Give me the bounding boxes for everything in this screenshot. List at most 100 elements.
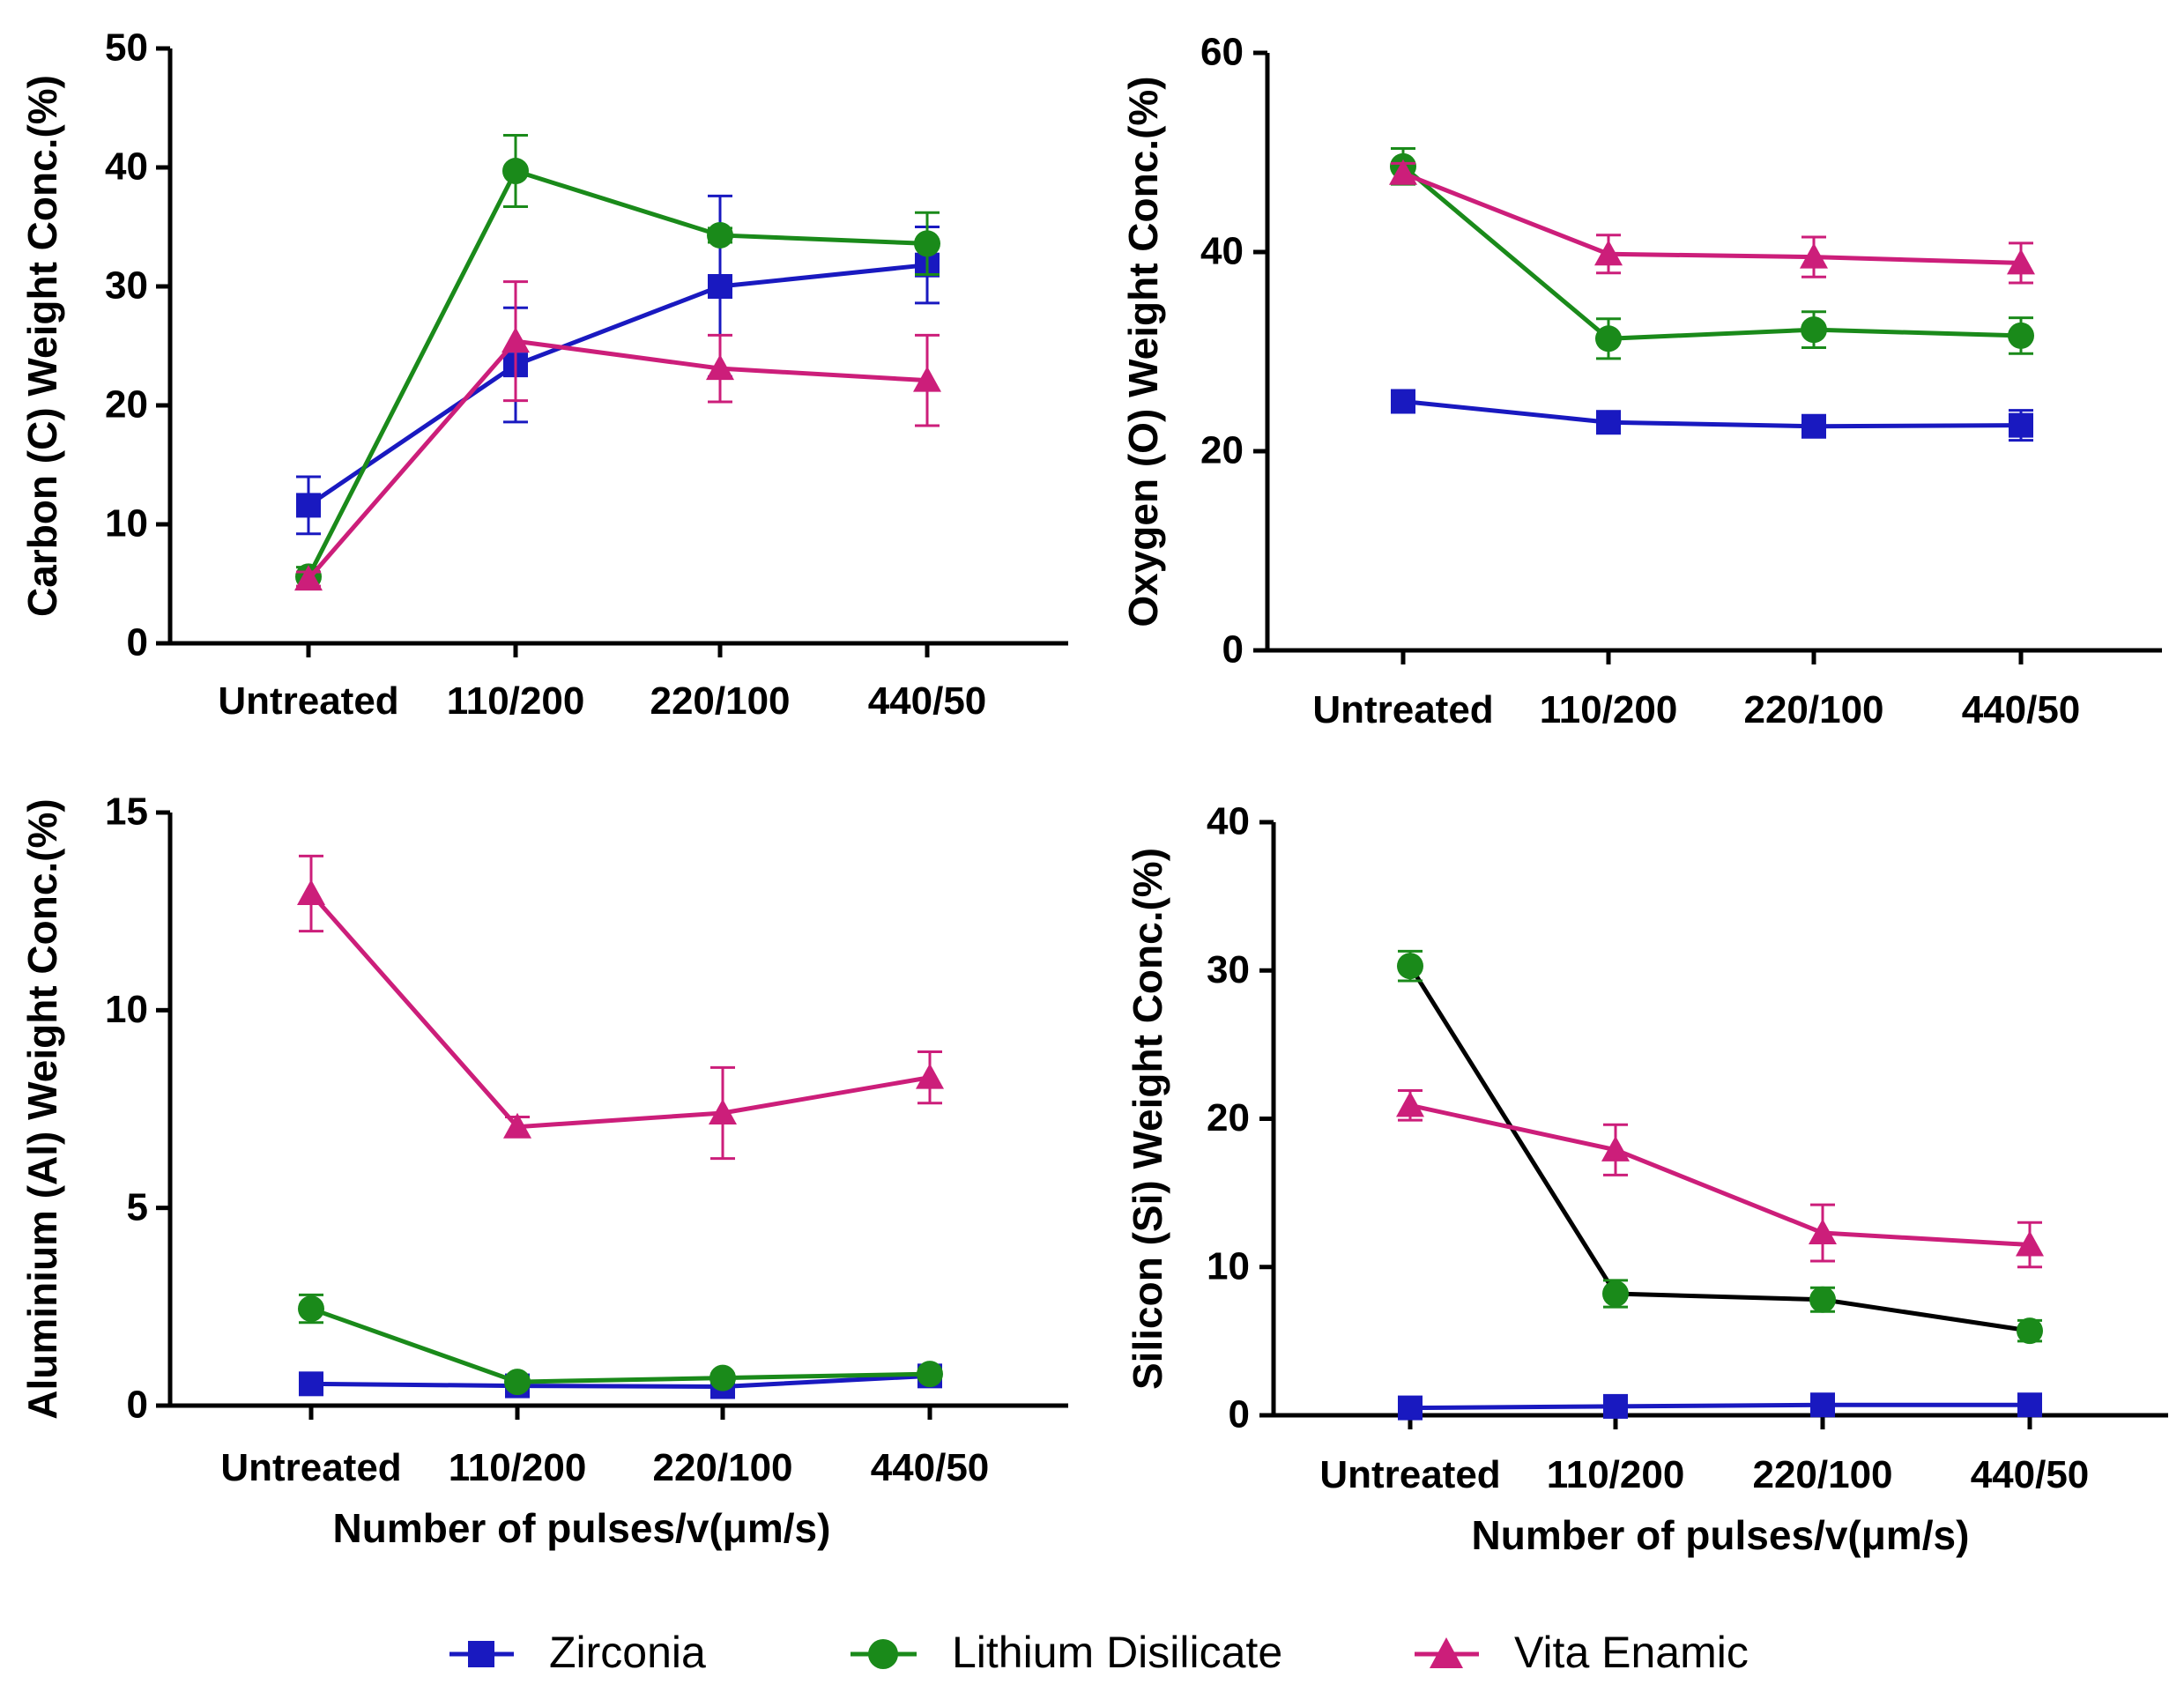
x-tick-label: 110/200 (1540, 688, 1678, 731)
x-tick-label: Untreated (1312, 688, 1493, 731)
y-tick-label: 0 (127, 1384, 148, 1427)
y-tick-label: 0 (127, 621, 148, 664)
x-tick-label: 110/200 (1547, 1453, 1685, 1496)
legend-item-zirconia: Zirconia (449, 1628, 706, 1677)
series-vita-enamic (1396, 1089, 2044, 1269)
data-point-triangle (709, 1098, 737, 1124)
y-tick-label: 20 (105, 383, 148, 427)
data-point-triangle (294, 565, 323, 591)
legend-item-lithium-disilicate: Lithium Disilicate (851, 1628, 1282, 1677)
data-point-square (299, 1371, 323, 1397)
legend-item-vita-enamic: Vita Enamic (1415, 1628, 1749, 1677)
legend-label-zirconia: Zirconia (549, 1628, 706, 1677)
data-point-triangle (1389, 159, 1417, 185)
y-tick-label: 40 (1200, 230, 1244, 273)
x-tick-label: 110/200 (449, 1446, 587, 1489)
y-axis-title: Carbon (C) Weight Conc.(%) (19, 75, 65, 617)
data-point-triangle (913, 366, 941, 392)
data-point-circle (914, 230, 940, 257)
x-tick-label: 110/200 (447, 679, 585, 723)
data-point-circle (298, 1295, 324, 1323)
series-line (310, 1306, 931, 1384)
data-point-circle (1602, 1280, 1629, 1308)
data-point-square (2017, 1392, 2042, 1418)
data-point-triangle (503, 1112, 531, 1139)
y-tick-label: 10 (105, 502, 148, 545)
y-axis-title: Silicon (Si) Weight Conc.(%) (1125, 848, 1170, 1390)
x-tick-label: 440/50 (1971, 1453, 2090, 1496)
x-axis-title-bottom-right: Number of pulses/v(μm/s) (1472, 1512, 1970, 1558)
data-point-triangle (1396, 1091, 1424, 1117)
chart-panel-bottom-right: 0 10 20 30 40 Untreated 110/200 220/100 440/50 Si… (1125, 800, 2168, 1496)
data-point-circle (917, 1361, 943, 1388)
series-line (1401, 164, 2022, 341)
data-point-square (1398, 1395, 1423, 1421)
x-tick-label: Untreated (218, 679, 398, 723)
y-tick-label: 40 (105, 145, 148, 189)
data-point-square (1801, 413, 1826, 439)
series-line (307, 338, 928, 581)
y-tick-label: 40 (1207, 800, 1250, 843)
data-point-triangle (1809, 1219, 1837, 1245)
x-tick-label: Untreated (220, 1446, 401, 1489)
y-tick-label: 50 (105, 26, 148, 70)
series-line (306, 168, 928, 578)
series-line (1408, 964, 2031, 1333)
y-tick-label: 10 (1207, 1244, 1250, 1288)
y-tick-label: 10 (105, 988, 148, 1031)
legend-marker-square (468, 1641, 494, 1667)
y-tick-label: 30 (1207, 948, 1250, 991)
data-point-circle (1801, 316, 1827, 344)
y-tick-label: 0 (1222, 628, 1244, 672)
data-point-triangle (2016, 1230, 2044, 1257)
x-tick-label: 220/100 (1743, 688, 1883, 731)
data-point-square (1596, 410, 1621, 435)
data-point-square (708, 274, 732, 299)
series-line (307, 263, 928, 508)
y-tick-label: 20 (1207, 1096, 1250, 1139)
x-tick-label: 220/100 (650, 679, 790, 723)
series-lithium-disilicate (1390, 146, 2034, 360)
series-vita-enamic (297, 854, 944, 1161)
series-lithium-disilicate (1397, 949, 2043, 1345)
x-tick-label: 440/50 (1962, 688, 2081, 731)
x-tick-label: 440/50 (871, 1446, 990, 1489)
x-tick-label: 220/100 (1752, 1453, 1892, 1496)
legend-marker-triangle (1430, 1637, 1463, 1668)
series-line (309, 892, 931, 1130)
series-line (1409, 1402, 2030, 1411)
x-axis-title-bottom-left: Number of pulses/v(μm/s) (333, 1505, 831, 1551)
chart-panel-top-right: 0 20 40 60 Untreated 110/200 220/100 440/50 Oxyg… (1120, 31, 2162, 731)
data-point-square (296, 493, 321, 518)
x-tick-label: 440/50 (868, 679, 987, 723)
data-point-triangle (1800, 242, 1828, 269)
chart-panel-bottom-left: 0 5 10 15 Untreated 110/200 220/100 440/50 Alumi… (19, 790, 1068, 1489)
series-zirconia (1398, 1392, 2042, 1421)
series-line (1402, 171, 2022, 265)
data-point-circle (2017, 1317, 2043, 1345)
data-point-triangle (297, 879, 325, 905)
series-vita-enamic (294, 280, 941, 591)
data-point-circle (504, 1369, 531, 1396)
data-point-square (2009, 412, 2033, 438)
data-point-triangle (2007, 249, 2035, 275)
chart-panel-top-left: 0 10 20 30 40 50 Untreated 110/200 220/100 440/50… (19, 26, 1068, 723)
y-tick-label: 5 (127, 1185, 148, 1228)
data-point-square (1391, 389, 1415, 414)
y-axis-title: Aluminium (Al) Weight Conc.(%) (19, 798, 65, 1419)
legend: Zirconia Lithium Disilicate Vita Enamic (449, 1628, 1749, 1677)
series-line (1409, 1102, 2031, 1248)
series-line (1402, 399, 2022, 429)
data-point-circle (1397, 953, 1423, 980)
x-tick-label: Untreated (1319, 1453, 1500, 1496)
legend-marker-circle (868, 1639, 898, 1669)
data-point-square (1810, 1392, 1835, 1418)
y-tick-label: 30 (105, 264, 148, 308)
series-line (310, 1373, 931, 1389)
data-point-circle (2008, 322, 2034, 349)
y-tick-label: 0 (1229, 1393, 1250, 1436)
data-point-circle (1809, 1286, 1836, 1313)
y-tick-label: 20 (1200, 429, 1244, 472)
